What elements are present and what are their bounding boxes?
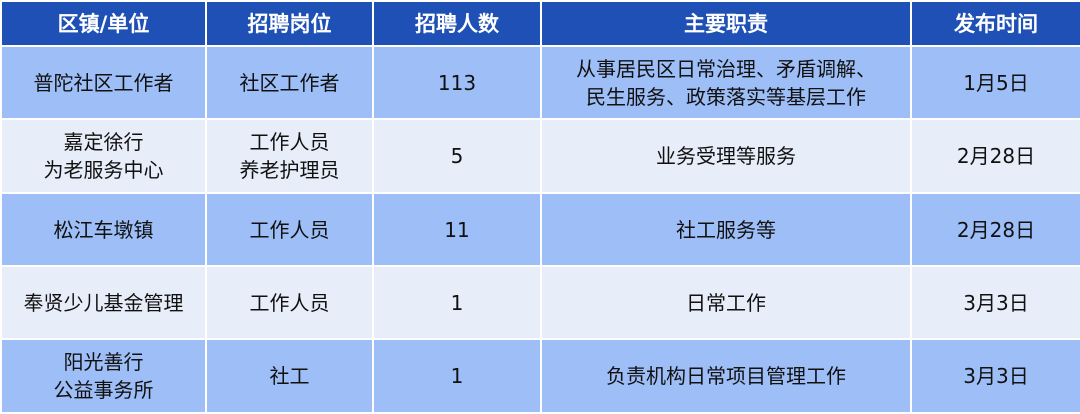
table-row: 奉贤少儿基金管理 工作人员 1 日常工作 3月3日: [0, 265, 1080, 340]
cell-duties: 从事居民区日常治理、矛盾调解、 民生服务、政策落实等基层工作: [540, 45, 912, 120]
cell-position: 社区工作者: [205, 45, 374, 120]
cell-count: 11: [372, 192, 542, 267]
table-row: 嘉定徐行 为老服务中心 工作人员 养老护理员 5 业务受理等服务 2月28日: [0, 118, 1080, 194]
cell-count: 113: [372, 45, 542, 120]
header-count: 招聘人数: [372, 0, 542, 47]
header-date: 发布时间: [910, 0, 1080, 47]
cell-duties: 负责机构日常项目管理工作: [540, 338, 912, 414]
cell-unit: 奉贤少儿基金管理: [0, 265, 207, 340]
cell-duties: 日常工作: [540, 265, 912, 340]
header-unit: 区镇/单位: [0, 0, 207, 47]
cell-unit: 嘉定徐行 为老服务中心: [0, 118, 207, 194]
header-duties: 主要职责: [540, 0, 912, 47]
cell-count: 1: [372, 338, 542, 414]
table-row: 松江车墩镇 工作人员 11 社工服务等 2月28日: [0, 192, 1080, 267]
cell-date: 1月5日: [910, 45, 1080, 120]
cell-unit: 普陀社区工作者: [0, 45, 207, 120]
cell-date: 2月28日: [910, 192, 1080, 267]
cell-count: 5: [372, 118, 542, 194]
cell-date: 3月3日: [910, 265, 1080, 340]
cell-duties: 社工服务等: [540, 192, 912, 267]
table-row: 普陀社区工作者 社区工作者 113 从事居民区日常治理、矛盾调解、 民生服务、政策落实…: [0, 45, 1080, 120]
cell-position: 工作人员 养老护理员: [205, 118, 374, 194]
cell-date: 2月28日: [910, 118, 1080, 194]
header-row: 区镇/单位 招聘岗位 招聘人数 主要职责 发布时间: [0, 0, 1080, 47]
cell-unit: 松江车墩镇: [0, 192, 207, 267]
cell-position: 工作人员: [205, 192, 374, 267]
cell-position: 工作人员: [205, 265, 374, 340]
cell-duties: 业务受理等服务: [540, 118, 912, 194]
header-position: 招聘岗位: [205, 0, 374, 47]
cell-position: 社工: [205, 338, 374, 414]
cell-unit: 阳光善行 公益事务所: [0, 338, 207, 414]
table-row: 阳光善行 公益事务所 社工 1 负责机构日常项目管理工作 3月3日: [0, 338, 1080, 414]
cell-count: 1: [372, 265, 542, 340]
